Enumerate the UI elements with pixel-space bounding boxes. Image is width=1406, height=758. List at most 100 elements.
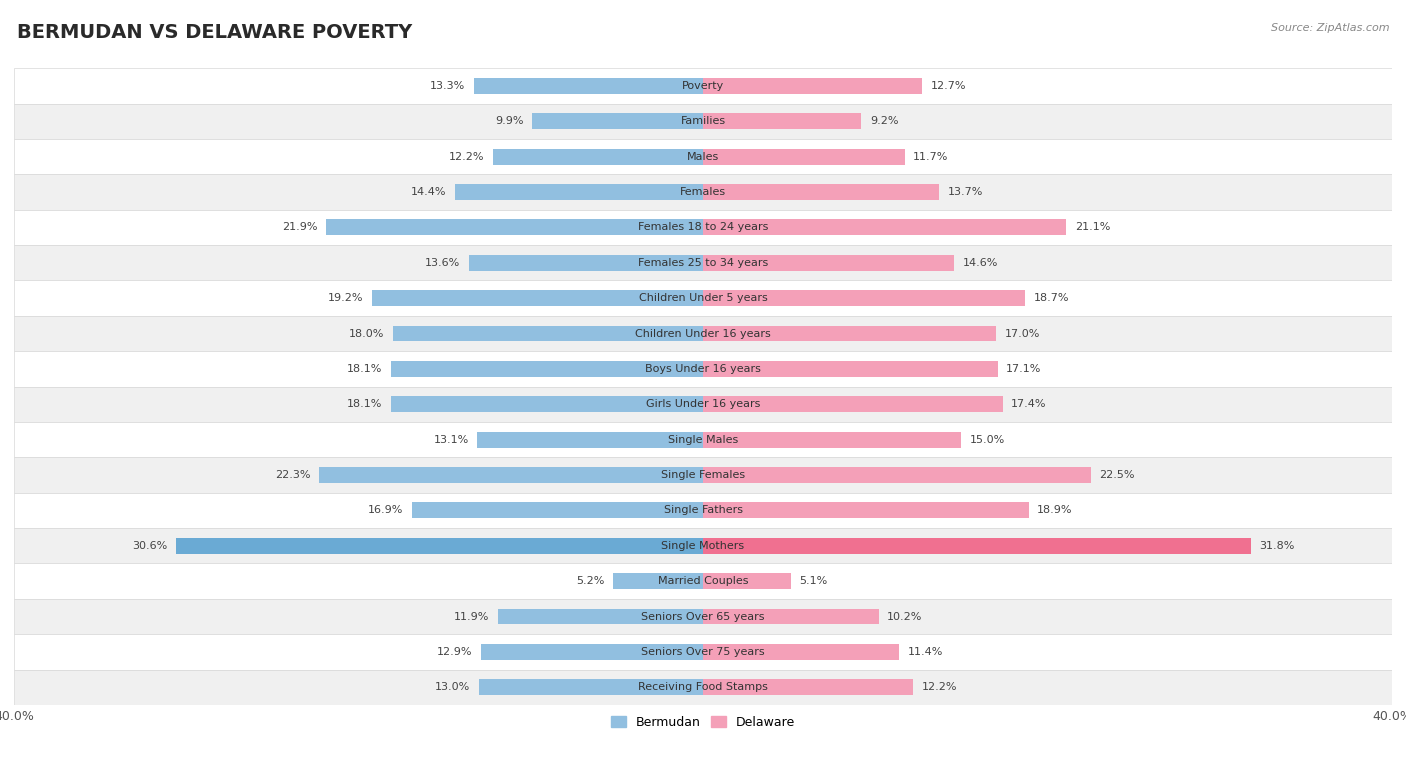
Bar xyxy=(391,396,703,412)
Text: 13.6%: 13.6% xyxy=(425,258,460,268)
FancyBboxPatch shape xyxy=(14,139,1392,174)
FancyBboxPatch shape xyxy=(14,493,1392,528)
Bar xyxy=(703,538,1251,554)
Text: 12.2%: 12.2% xyxy=(449,152,484,161)
Bar xyxy=(703,361,997,377)
Text: 11.7%: 11.7% xyxy=(912,152,949,161)
Text: Females 18 to 24 years: Females 18 to 24 years xyxy=(638,222,768,233)
Legend: Bermudan, Delaware: Bermudan, Delaware xyxy=(606,711,800,734)
Bar xyxy=(703,184,939,200)
FancyBboxPatch shape xyxy=(14,599,1392,634)
Text: Single Females: Single Females xyxy=(661,470,745,480)
Text: 21.9%: 21.9% xyxy=(281,222,318,233)
Text: Females: Females xyxy=(681,187,725,197)
Bar xyxy=(703,290,1025,306)
Text: BERMUDAN VS DELAWARE POVERTY: BERMUDAN VS DELAWARE POVERTY xyxy=(17,23,412,42)
Text: 11.4%: 11.4% xyxy=(908,647,943,657)
Bar xyxy=(176,538,703,554)
Text: 18.0%: 18.0% xyxy=(349,328,384,339)
Bar xyxy=(319,467,703,483)
Text: 18.1%: 18.1% xyxy=(347,364,382,374)
Text: Boys Under 16 years: Boys Under 16 years xyxy=(645,364,761,374)
Bar xyxy=(392,326,703,342)
FancyBboxPatch shape xyxy=(14,104,1392,139)
Text: 22.5%: 22.5% xyxy=(1099,470,1135,480)
Bar xyxy=(613,573,703,589)
FancyBboxPatch shape xyxy=(14,634,1392,669)
FancyBboxPatch shape xyxy=(14,174,1392,210)
Text: 13.1%: 13.1% xyxy=(433,434,468,445)
Text: 30.6%: 30.6% xyxy=(132,540,167,551)
FancyBboxPatch shape xyxy=(14,351,1392,387)
Text: 19.2%: 19.2% xyxy=(328,293,364,303)
Text: 9.9%: 9.9% xyxy=(495,116,524,127)
Text: Females 25 to 34 years: Females 25 to 34 years xyxy=(638,258,768,268)
Text: Single Males: Single Males xyxy=(668,434,738,445)
Text: 18.7%: 18.7% xyxy=(1033,293,1069,303)
Text: Males: Males xyxy=(688,152,718,161)
Text: Receiving Food Stamps: Receiving Food Stamps xyxy=(638,682,768,692)
Text: 9.2%: 9.2% xyxy=(870,116,898,127)
Text: Families: Families xyxy=(681,116,725,127)
Bar xyxy=(703,149,904,164)
Bar xyxy=(468,255,703,271)
FancyBboxPatch shape xyxy=(14,457,1392,493)
Text: Girls Under 16 years: Girls Under 16 years xyxy=(645,399,761,409)
Bar xyxy=(494,149,703,164)
Text: Source: ZipAtlas.com: Source: ZipAtlas.com xyxy=(1271,23,1389,33)
FancyBboxPatch shape xyxy=(14,68,1392,104)
Bar xyxy=(703,432,962,447)
Bar xyxy=(703,573,790,589)
Text: 12.7%: 12.7% xyxy=(931,81,966,91)
Bar xyxy=(703,609,879,625)
Text: 17.1%: 17.1% xyxy=(1007,364,1042,374)
Text: 21.1%: 21.1% xyxy=(1076,222,1111,233)
Bar xyxy=(412,503,703,518)
Text: Poverty: Poverty xyxy=(682,81,724,91)
Text: 31.8%: 31.8% xyxy=(1260,540,1295,551)
Text: 14.4%: 14.4% xyxy=(411,187,446,197)
FancyBboxPatch shape xyxy=(14,210,1392,245)
Bar xyxy=(703,326,995,342)
Bar xyxy=(703,113,862,129)
FancyBboxPatch shape xyxy=(14,669,1392,705)
Bar xyxy=(326,220,703,236)
Text: Seniors Over 65 years: Seniors Over 65 years xyxy=(641,612,765,622)
Text: 12.2%: 12.2% xyxy=(922,682,957,692)
FancyBboxPatch shape xyxy=(14,280,1392,316)
Text: 15.0%: 15.0% xyxy=(970,434,1005,445)
Text: Married Couples: Married Couples xyxy=(658,576,748,586)
Bar xyxy=(703,78,922,94)
Bar xyxy=(703,396,1002,412)
Text: 10.2%: 10.2% xyxy=(887,612,922,622)
Text: 18.1%: 18.1% xyxy=(347,399,382,409)
Text: 17.0%: 17.0% xyxy=(1004,328,1040,339)
FancyBboxPatch shape xyxy=(14,563,1392,599)
Text: 14.6%: 14.6% xyxy=(963,258,998,268)
Text: Single Mothers: Single Mothers xyxy=(661,540,745,551)
FancyBboxPatch shape xyxy=(14,316,1392,351)
FancyBboxPatch shape xyxy=(14,422,1392,457)
Text: Children Under 5 years: Children Under 5 years xyxy=(638,293,768,303)
Text: 5.1%: 5.1% xyxy=(800,576,828,586)
Bar xyxy=(478,432,703,447)
Bar xyxy=(703,644,900,659)
Bar xyxy=(703,467,1091,483)
Bar xyxy=(498,609,703,625)
Bar xyxy=(474,78,703,94)
Text: 18.9%: 18.9% xyxy=(1038,506,1073,515)
Bar xyxy=(533,113,703,129)
FancyBboxPatch shape xyxy=(14,245,1392,280)
Text: 13.3%: 13.3% xyxy=(430,81,465,91)
Bar xyxy=(703,503,1029,518)
Text: Single Fathers: Single Fathers xyxy=(664,506,742,515)
Text: 16.9%: 16.9% xyxy=(368,506,404,515)
Text: 11.9%: 11.9% xyxy=(454,612,489,622)
Text: 13.0%: 13.0% xyxy=(436,682,471,692)
Bar xyxy=(703,220,1066,236)
Text: 13.7%: 13.7% xyxy=(948,187,983,197)
FancyBboxPatch shape xyxy=(14,387,1392,422)
Bar xyxy=(481,644,703,659)
Bar xyxy=(703,255,955,271)
Text: 12.9%: 12.9% xyxy=(437,647,472,657)
